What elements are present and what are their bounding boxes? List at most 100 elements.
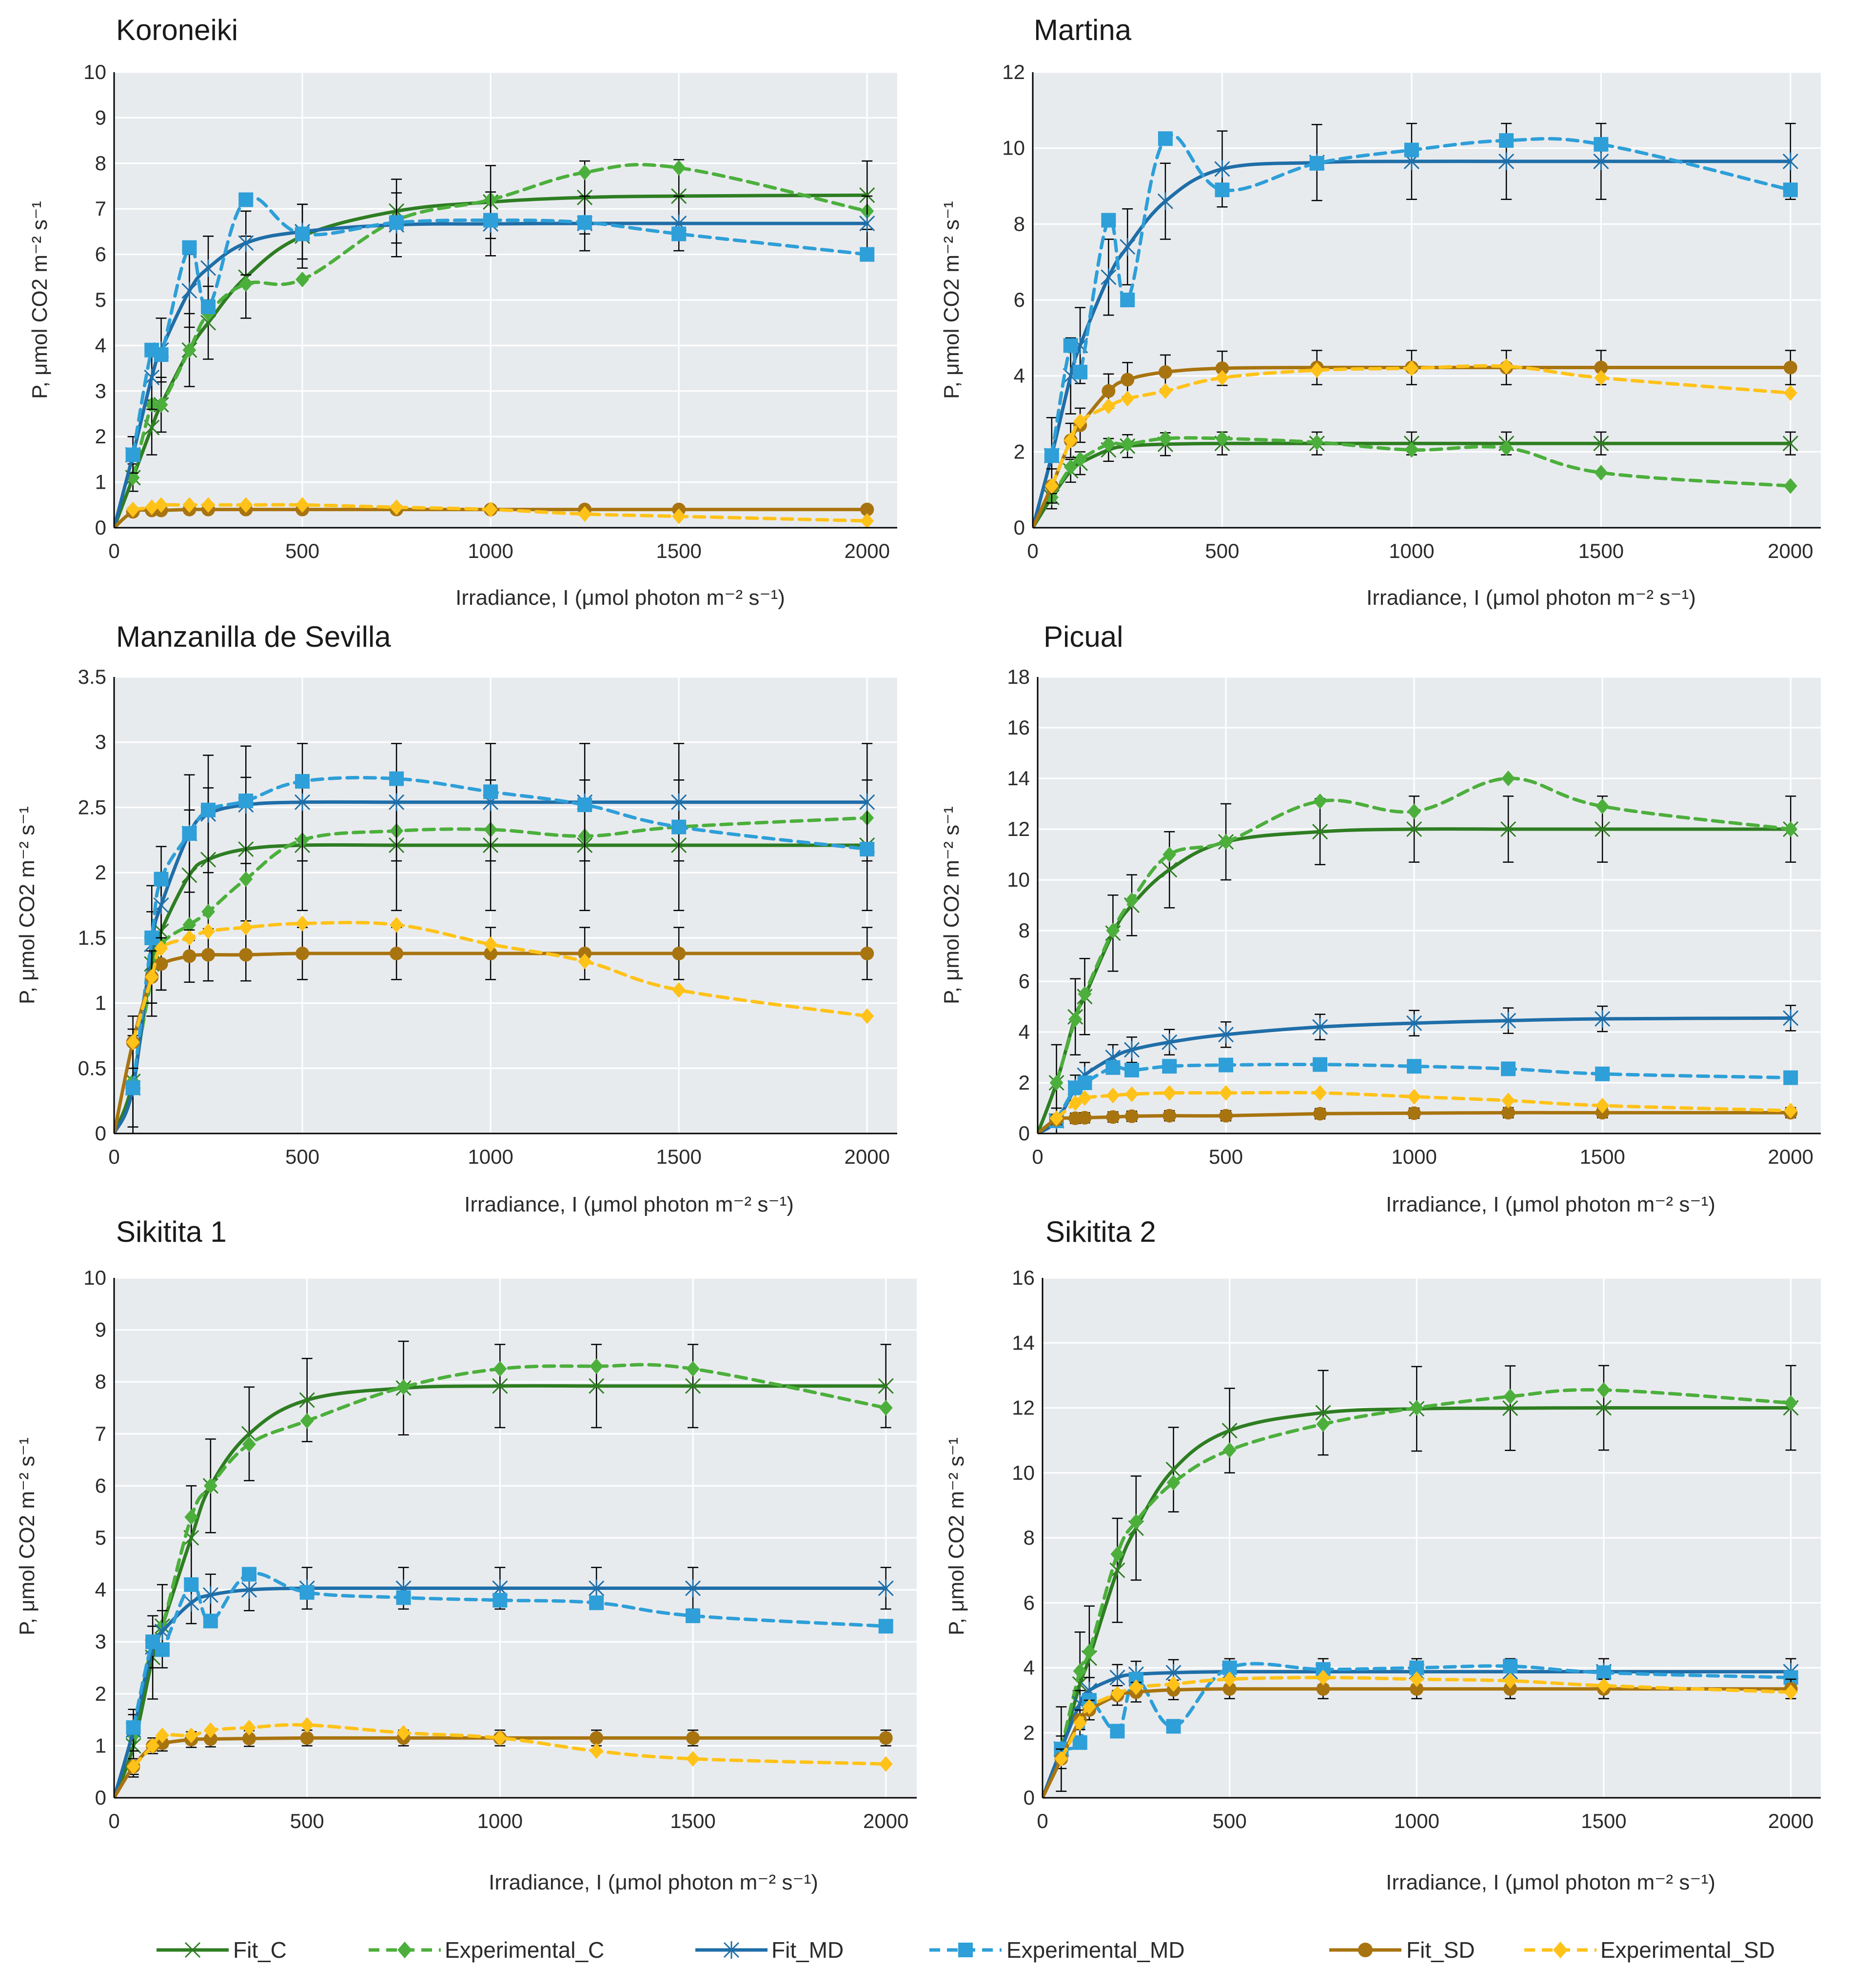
y-tick-label: 0 <box>95 1786 106 1809</box>
circle-marker-icon <box>590 1731 604 1745</box>
square-marker-icon <box>154 347 169 362</box>
diamond-marker-icon <box>1121 391 1135 407</box>
diamond-marker-icon <box>145 499 159 516</box>
y-tick-label: 8 <box>1019 919 1030 942</box>
square-marker-icon <box>389 215 404 230</box>
series-experimental-c <box>1044 430 1797 505</box>
square-marker-icon <box>1166 1719 1181 1734</box>
diamond-marker-icon <box>1049 1074 1063 1091</box>
diamond-marker-icon <box>860 1008 874 1024</box>
x-marker-icon <box>1500 821 1516 837</box>
legend-item-experimental-md: Experimental_MD <box>929 1937 1185 1963</box>
diamond-marker-icon <box>1162 846 1177 863</box>
diamond-marker-icon <box>155 1727 169 1744</box>
circle-marker-icon <box>390 946 404 960</box>
square-marker-icon <box>295 774 310 789</box>
legend-label: Fit_SD <box>1406 1937 1475 1963</box>
x-marker-icon <box>1595 821 1611 837</box>
square-marker-icon <box>1501 1061 1516 1076</box>
series-line <box>132 1723 888 1769</box>
chart-panel-sikitita-2: Sikitita 2 0 2 4 6 8 10 12 14 16 0 500 1000 1500 2000… <box>945 1215 1821 1894</box>
x-tick-label: 1000 <box>477 1809 523 1832</box>
circle-marker-icon <box>1158 365 1172 379</box>
square-marker-icon <box>686 1608 701 1623</box>
asterisk-marker-icon <box>1406 1014 1422 1032</box>
diamond-marker-icon <box>1783 478 1797 494</box>
y-axis-label: P, μmol CO2 m⁻² s⁻¹ <box>28 201 52 399</box>
x-marker-icon <box>492 1378 508 1394</box>
diamond-marker-icon <box>672 982 686 998</box>
circle-marker-icon <box>239 948 253 962</box>
x-tick-label: 2000 <box>1768 1809 1813 1832</box>
x-tick-label: 0 <box>108 1145 119 1168</box>
diamond-marker-icon <box>396 1379 411 1395</box>
diamond-marker-icon <box>1129 1679 1143 1695</box>
asterisk-marker-icon <box>1782 152 1798 170</box>
square-marker-icon <box>1404 142 1419 158</box>
x-marker-icon <box>1782 436 1798 452</box>
diamond-marker-icon <box>295 497 310 513</box>
y-tick-label: 7 <box>95 197 106 220</box>
asterisk-marker-icon <box>671 793 687 811</box>
x-marker-icon <box>1165 1462 1181 1478</box>
square-marker-icon <box>1101 213 1116 228</box>
y-tick-label: 0 <box>1014 516 1025 539</box>
legend-sample <box>929 1943 1002 1957</box>
diamond-marker-icon <box>126 501 140 517</box>
legend: Fit_C Experimental_C Fit_MD Experimental… <box>157 1937 1775 1963</box>
x-tick-label: 1500 <box>1578 539 1624 562</box>
diamond-marker-icon <box>1594 370 1608 386</box>
series-layer <box>1043 1365 1799 1798</box>
diamond-marker-icon <box>1073 413 1087 430</box>
diamond-marker-icon <box>1158 383 1172 399</box>
series-line <box>114 800 869 1133</box>
tick-labels: 0 0.5 1 1.5 2 2.5 3 3.5 0 500 1000 1500 2000 <box>78 665 890 1168</box>
square-marker-icon <box>958 1943 973 1957</box>
x-tick-label: 1000 <box>1394 1809 1439 1832</box>
x-axis-label: Irradiance, I (μmol photon m⁻² s⁻¹) <box>1386 1193 1715 1216</box>
asterisk-marker-icon <box>241 1581 257 1599</box>
diamond-marker-icon <box>182 497 197 513</box>
circle-marker-icon <box>860 502 874 517</box>
y-tick-label: 0 <box>1024 1786 1035 1809</box>
diamond-marker-icon <box>1110 1546 1124 1562</box>
square-marker-icon <box>1595 1066 1610 1081</box>
asterisk-marker-icon <box>238 234 254 252</box>
circle-marker-icon <box>1219 1109 1233 1123</box>
asterisk-marker-icon <box>1123 1041 1140 1059</box>
asterisk-marker-icon <box>1101 268 1117 286</box>
square-marker-icon <box>671 819 687 835</box>
x-tick-label: 2000 <box>845 1145 890 1168</box>
square-marker-icon <box>878 1619 893 1634</box>
circle-marker-icon <box>203 1732 217 1746</box>
y-tick-label: 16 <box>1007 716 1030 739</box>
square-marker-icon <box>671 226 687 241</box>
chart-title: Picual <box>1044 620 1123 653</box>
y-axis-label: P, μmol CO2 m⁻² s⁻¹ <box>940 806 964 1004</box>
series-layer <box>114 159 875 528</box>
diamond-marker-icon <box>590 1358 604 1374</box>
square-marker-icon <box>238 794 254 809</box>
tick-labels: 0 1 2 3 4 5 6 7 8 9 10 0 500 1000 1500 2000 <box>83 1266 908 1832</box>
series-experimental-c <box>1049 770 1798 1091</box>
y-tick-label: 8 <box>95 1370 106 1393</box>
diamond-marker-icon <box>397 1941 412 1959</box>
legend-item-experimental-sd: Experimental_SD <box>1524 1937 1775 1963</box>
asterisk-marker-icon <box>1783 1009 1799 1027</box>
diamond-marker-icon <box>239 497 253 513</box>
y-tick-label: 12 <box>1007 817 1030 840</box>
series-experimental-md <box>125 771 875 1095</box>
x-marker-icon <box>1312 824 1328 840</box>
circle-marker-icon <box>182 949 197 963</box>
diamond-marker-icon <box>239 919 253 935</box>
diamond-marker-icon <box>686 1361 700 1377</box>
y-axis-label: P, μmol CO2 m⁻² s⁻¹ <box>15 1437 39 1635</box>
diamond-marker-icon <box>201 904 216 920</box>
chart-title: Sikitita 2 <box>1045 1215 1156 1248</box>
x-marker-icon <box>1221 1423 1238 1439</box>
diamond-marker-icon <box>145 969 159 985</box>
y-tick-label: 9 <box>95 106 106 129</box>
circle-marker-icon <box>201 948 216 962</box>
y-tick-label: 0 <box>1019 1122 1030 1145</box>
diamond-marker-icon <box>1595 1097 1610 1113</box>
